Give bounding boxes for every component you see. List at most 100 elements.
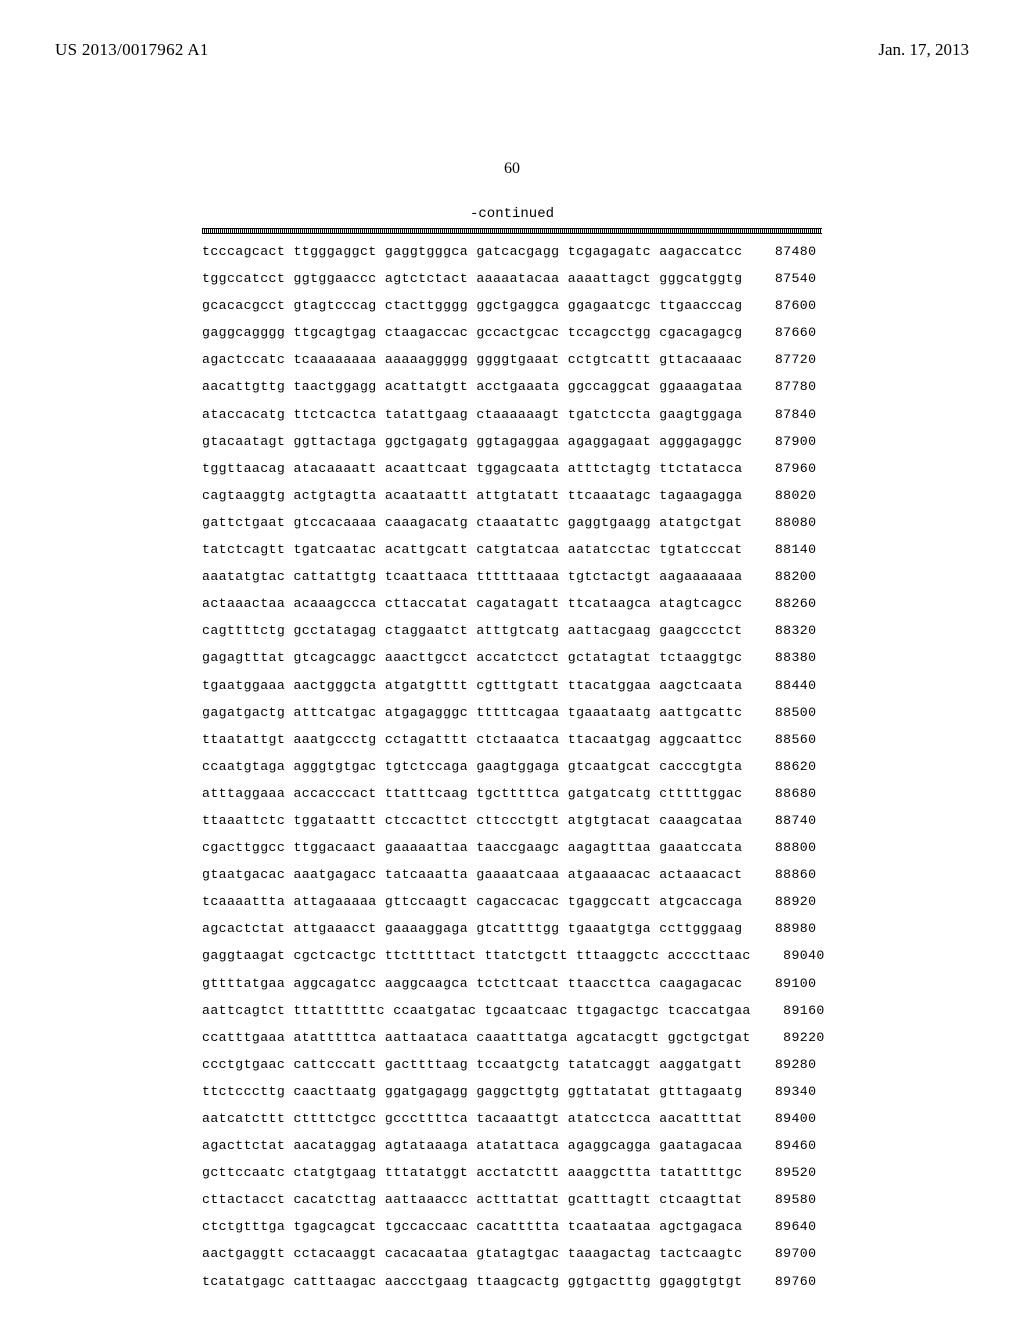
page-header: US 2013/0017962 A1 Jan. 17, 2013 [0,0,1024,125]
sequence-position: 87480 [756,238,816,265]
sequence-row: aactgaggtt cctacaaggt cacacaataa gtatagt… [202,1240,822,1267]
sequence-row: atttaggaaa accacccact ttatttcaag tgctttt… [202,780,822,807]
sequence-blocks: tggttaacag atacaaaatt acaattcaat tggagca… [202,455,742,482]
sequence-row: ccaatgtaga agggtgtgac tgtctccaga gaagtgg… [202,753,822,780]
sequence-row: gaggcagggg ttgcagtgag ctaagaccac gccactg… [202,319,822,346]
sequence-position: 88500 [756,699,816,726]
sequence-blocks: cttactacct cacatcttag aattaaaccc actttat… [202,1186,742,1213]
sequence-blocks: aactgaggtt cctacaaggt cacacaataa gtatagt… [202,1240,742,1267]
sequence-row: tatctcagtt tgatcaatac acattgcatt catgtat… [202,536,822,563]
sequence-row: actaaactaa acaaagccca cttaccatat cagatag… [202,590,822,617]
sequence-blocks: aaatatgtac cattattgtg tcaattaaca tttttta… [202,563,742,590]
sequence-row: ttaatattgt aaatgccctg cctagatttt ctctaaa… [202,726,822,753]
sequence-position: 89280 [756,1051,816,1078]
sequence-blocks: ataccacatg ttctcactca tatattgaag ctaaaaa… [202,401,742,428]
sequence-row: aattcagtct tttattttttc ccaatgatac tgcaat… [202,997,822,1024]
sequence-position: 88860 [756,861,816,888]
sequence-blocks: gtaatgacac aaatgagacc tatcaaatta gaaaatc… [202,861,742,888]
sequence-blocks: aacattgttg taactggagg acattatgtt acctgaa… [202,373,742,400]
sequence-position: 87900 [756,428,816,455]
sequence-position: 87600 [756,292,816,319]
sequence-row: tggccatcct ggtggaaccc agtctctact aaaaata… [202,265,822,292]
sequence-row: tcaaaattta attagaaaaa gttccaagtt cagacca… [202,888,822,915]
sequence-blocks: ccatttgaaa atatttttca aattaataca caaattt… [202,1024,751,1051]
sequence-listing: tcccagcact ttgggaggct gaggtgggca gatcacg… [202,238,822,1295]
sequence-blocks: ccctgtgaac cattcccatt gacttttaag tccaatg… [202,1051,742,1078]
sequence-blocks: gaggcagggg ttgcagtgag ctaagaccac gccactg… [202,319,742,346]
sequence-row: aacattgttg taactggagg acattatgtt acctgaa… [202,373,822,400]
sequence-row: tggttaacag atacaaaatt acaattcaat tggagca… [202,455,822,482]
sequence-blocks: gcacacgcct gtagtcccag ctacttgggg ggctgag… [202,292,742,319]
sequence-row: aatcatcttt cttttctgcc gcccttttca tacaaat… [202,1105,822,1132]
sequence-row: cagttttctg gcctatagag ctaggaatct atttgtc… [202,617,822,644]
sequence-blocks: aatcatcttt cttttctgcc gcccttttca tacaaat… [202,1105,742,1132]
sequence-row: ttctcccttg caacttaatg ggatgagagg gaggctt… [202,1078,822,1105]
sequence-position: 89040 [765,942,825,969]
sequence-blocks: cagtaaggtg actgtagtta acaataattt attgtat… [202,482,742,509]
sequence-position: 88440 [756,672,816,699]
sequence-row: tcatatgagc catttaagac aaccctgaag ttaagca… [202,1268,822,1295]
sequence-position: 88320 [756,617,816,644]
sequence-position: 88140 [756,536,816,563]
sequence-row: gagatgactg atttcatgac atgagagggc tttttca… [202,699,822,726]
publication-number: US 2013/0017962 A1 [55,40,209,60]
sequence-blocks: gcttccaatc ctatgtgaag tttatatggt acctatc… [202,1159,742,1186]
sequence-row: gcttccaatc ctatgtgaag tttatatggt acctatc… [202,1159,822,1186]
sequence-position: 87660 [756,319,816,346]
sequence-blocks: gattctgaat gtccacaaaa caaagacatg ctaaata… [202,509,742,536]
sequence-position: 87960 [756,455,816,482]
sequence-blocks: gagagtttat gtcagcaggc aaacttgcct accatct… [202,644,742,671]
sequence-row: gagagtttat gtcagcaggc aaacttgcct accatct… [202,644,822,671]
sequence-row: aaatatgtac cattattgtg tcaattaaca tttttta… [202,563,822,590]
sequence-blocks: ttaaattctc tggataattt ctccacttct cttccct… [202,807,742,834]
sequence-position: 89340 [756,1078,816,1105]
sequence-blocks: ttaatattgt aaatgccctg cctagatttt ctctaaa… [202,726,742,753]
sequence-position: 88260 [756,590,816,617]
sequence-row: agcactctat attgaaacct gaaaaggaga gtcattt… [202,915,822,942]
sequence-blocks: agacttctat aacataggag agtataaaga atatatt… [202,1132,742,1159]
sequence-blocks: atttaggaaa accacccact ttatttcaag tgctttt… [202,780,742,807]
sequence-blocks: ccaatgtaga agggtgtgac tgtctccaga gaagtgg… [202,753,742,780]
sequence-blocks: gtacaatagt ggttactaga ggctgagatg ggtagag… [202,428,742,455]
sequence-row: ttaaattctc tggataattt ctccacttct cttccct… [202,807,822,834]
sequence-position: 88080 [756,509,816,536]
sequence-blocks: agcactctat attgaaacct gaaaaggaga gtcattt… [202,915,742,942]
sequence-position: 89520 [756,1159,816,1186]
rule-top [202,228,822,234]
sequence-row: tcccagcact ttgggaggct gaggtgggca gatcacg… [202,238,822,265]
sequence-position: 88560 [756,726,816,753]
sequence-blocks: tggccatcct ggtggaaccc agtctctact aaaaata… [202,265,742,292]
sequence-position: 89700 [756,1240,816,1267]
publication-date: Jan. 17, 2013 [878,40,969,60]
sequence-row: gcacacgcct gtagtcccag ctacttgggg ggctgag… [202,292,822,319]
sequence-blocks: gttttatgaa aggcagatcc aaggcaagca tctcttc… [202,970,742,997]
sequence-blocks: cgacttggcc ttggacaact gaaaaattaa taaccga… [202,834,742,861]
sequence-row: gtacaatagt ggttactaga ggctgagatg ggtagag… [202,428,822,455]
sequence-position: 88200 [756,563,816,590]
sequence-position: 88800 [756,834,816,861]
sequence-position: 88920 [756,888,816,915]
sequence-blocks: tcaaaattta attagaaaaa gttccaagtt cagacca… [202,888,742,915]
sequence-row: ataccacatg ttctcactca tatattgaag ctaaaaa… [202,401,822,428]
sequence-blocks: tatctcagtt tgatcaatac acattgcatt catgtat… [202,536,742,563]
sequence-position: 89640 [756,1213,816,1240]
sequence-position: 89760 [756,1268,816,1295]
sequence-row: gttttatgaa aggcagatcc aaggcaagca tctcttc… [202,970,822,997]
sequence-row: gattctgaat gtccacaaaa caaagacatg ctaaata… [202,509,822,536]
sequence-blocks: ttctcccttg caacttaatg ggatgagagg gaggctt… [202,1078,742,1105]
sequence-blocks: gaggtaagat cgctcactgc ttctttttact ttatct… [202,942,751,969]
sequence-row: ccatttgaaa atatttttca aattaataca caaattt… [202,1024,822,1051]
sequence-blocks: actaaactaa acaaagccca cttaccatat cagatag… [202,590,742,617]
sequence-blocks: aattcagtct tttattttttc ccaatgatac tgcaat… [202,997,751,1024]
page-number: 60 [0,160,1024,178]
sequence-blocks: gagatgactg atttcatgac atgagagggc tttttca… [202,699,742,726]
sequence-row: agacttctat aacataggag agtataaaga atatatt… [202,1132,822,1159]
sequence-position: 88020 [756,482,816,509]
sequence-row: gaggtaagat cgctcactgc ttctttttact ttatct… [202,942,822,969]
sequence-row: cgacttggcc ttggacaact gaaaaattaa taaccga… [202,834,822,861]
sequence-position: 89160 [765,997,825,1024]
sequence-position: 89400 [756,1105,816,1132]
sequence-row: cagtaaggtg actgtagtta acaataattt attgtat… [202,482,822,509]
sequence-row: ccctgtgaac cattcccatt gacttttaag tccaatg… [202,1051,822,1078]
sequence-position: 87720 [756,346,816,373]
